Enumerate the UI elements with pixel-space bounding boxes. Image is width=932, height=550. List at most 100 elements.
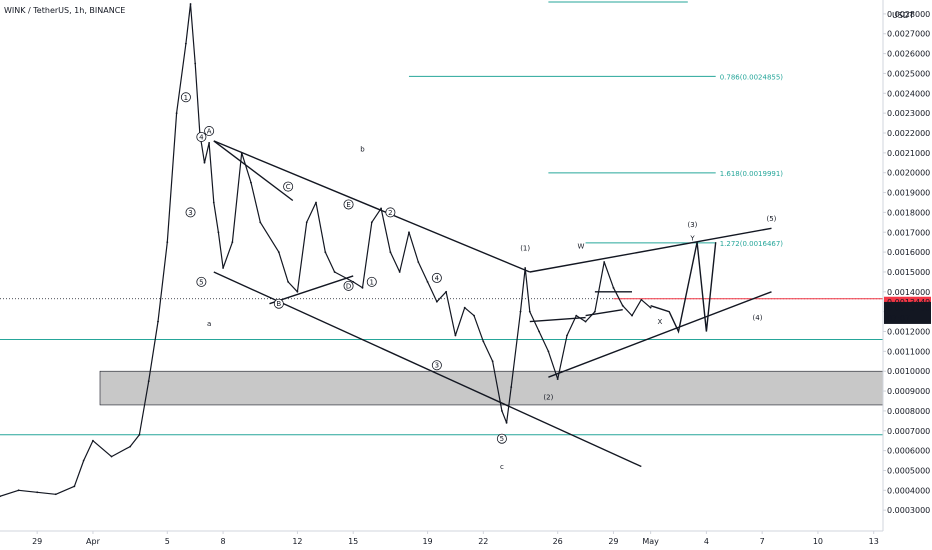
price-point-37 [380, 207, 382, 210]
y-tick-label-2: 0.0004000 [887, 486, 930, 495]
wave-circle-4 [204, 126, 215, 137]
x-tick-label-9: 29 [608, 537, 618, 546]
price-point-2 [36, 491, 39, 494]
price-point-26 [259, 221, 262, 224]
x-tick-label-2: 5 [165, 537, 170, 546]
price-point-51 [505, 421, 508, 424]
price-point-7 [110, 455, 113, 458]
price-point-15 [189, 3, 192, 5]
trendlines [213, 140, 772, 468]
price-point-40 [408, 231, 410, 234]
wave-circle-7 [343, 280, 354, 291]
price-point-60 [575, 314, 578, 317]
y-tick-label-20: 0.0022000 [887, 129, 930, 138]
wave-label-20: (4) [753, 314, 763, 322]
y-tick-label-15: 0.0017000 [887, 228, 930, 237]
price-point-30 [305, 221, 308, 224]
x-tick-label-11: 4 [704, 537, 709, 546]
price-point-55 [528, 310, 531, 313]
y-tick-label-22: 0.0024000 [887, 89, 930, 98]
price-point-63 [603, 261, 606, 263]
y-tick-label-4: 0.0006000 [887, 447, 930, 456]
y-tick-label-5: 0.0007000 [887, 427, 930, 436]
price-point-32 [324, 251, 327, 254]
price-point-41 [417, 261, 420, 263]
price-point-36 [370, 221, 373, 224]
fib-levels: 0.786(0.0024855) 1.618(0.0019991) 1.272(0.… [408, 1, 784, 248]
price-point-23 [231, 241, 234, 244]
y-tick-label-13: 0.0015000 [887, 268, 930, 277]
trendline-3 [269, 275, 354, 305]
trendline-0 [213, 140, 531, 273]
y-tick-label-8: 0.0010000 [887, 367, 930, 376]
fib-label-1: 1.618(0.0019991) [720, 170, 784, 178]
price-point-0 [0, 495, 1, 498]
wave-label-24: Y [689, 235, 695, 243]
y-tick-label-3: 0.0005000 [887, 466, 930, 475]
y-tick-label-18: 0.0020000 [887, 169, 930, 178]
price-point-21 [217, 231, 220, 234]
price-point-38 [389, 251, 392, 254]
price-point-47 [473, 314, 475, 317]
y-axis: USDT 0.0003000 0.0004000 0.0005000 0.000600… [882, 0, 930, 531]
wave-circle-5 [273, 298, 284, 309]
price-point-57 [547, 350, 550, 353]
price-point-19 [208, 142, 211, 144]
x-tick-label-13: 10 [813, 537, 823, 546]
wave-label-1: 3 [188, 209, 192, 217]
fib-label-0: 0.786(0.0024855) [720, 73, 784, 81]
y-tick-label-6: 0.0008000 [887, 407, 930, 416]
y-tick-label-17: 0.0019000 [887, 189, 930, 198]
price-point-22 [222, 267, 224, 269]
x-tick-label-12: 7 [760, 537, 765, 546]
wave-circle-10 [366, 276, 377, 287]
wave-label-3: 5 [199, 278, 203, 286]
wave-label-12: 3 [435, 362, 439, 370]
price-point-12 [166, 241, 169, 244]
y-tick-label-25: 0.0027000 [887, 30, 930, 39]
trendline-1 [213, 271, 642, 468]
x-tick-label-5: 15 [348, 537, 358, 546]
price-point-20 [212, 201, 215, 204]
price-point-45 [454, 334, 457, 337]
price-point-4 [73, 485, 76, 488]
wave-label-4: A [207, 128, 212, 136]
x-tick-label-1: Apr [86, 537, 101, 546]
price-point-54 [524, 267, 527, 269]
wave-label-16: c [500, 463, 504, 471]
wave-label-14: a [207, 320, 211, 328]
y-tick-label-26: 0.0028000 [887, 10, 930, 19]
y-tick-label-14: 0.0016000 [887, 248, 930, 257]
price-point-9 [138, 433, 141, 436]
x-tick-label-14: 13 [869, 537, 879, 546]
fib-label-2: 1.272(0.0016467) [720, 240, 784, 248]
wave-label-8: E [346, 201, 350, 209]
price-point-61 [584, 320, 587, 323]
y-tick-label-21: 0.0023000 [887, 109, 930, 118]
price-point-50 [501, 410, 503, 412]
x-tick-label-4: 12 [292, 537, 302, 546]
price-point-13 [175, 112, 178, 115]
price-point-43 [435, 300, 438, 303]
y-tick-label-24: 0.0026000 [887, 50, 930, 59]
chart-symbol-title: WINK / TetherUS, 1h, BINANCE [4, 6, 125, 15]
price-point-16 [194, 62, 197, 65]
trendline-2 [213, 140, 294, 202]
wave-circle-3 [196, 276, 207, 287]
price-point-64 [612, 286, 615, 289]
price-badge-1 [884, 301, 931, 324]
price-point-48 [482, 340, 485, 343]
x-tick-label-8: 26 [553, 537, 563, 546]
price-point-8 [129, 445, 132, 448]
y-tick-label-1: 0.0003000 [887, 506, 930, 515]
wave-circle-12 [431, 360, 442, 371]
price-point-3 [54, 493, 57, 496]
wave-annotations: 1 3 4 5 A B C D E 2 1 4 3 5 a b c (1) (2) (3) (4) (5) W X Y [180, 92, 777, 471]
price-point-18 [203, 161, 206, 164]
wave-label-18: (2) [543, 394, 553, 402]
wave-label-15: b [360, 145, 365, 153]
x-tick-label-0: 29 [32, 537, 42, 546]
price-point-58 [556, 378, 559, 381]
